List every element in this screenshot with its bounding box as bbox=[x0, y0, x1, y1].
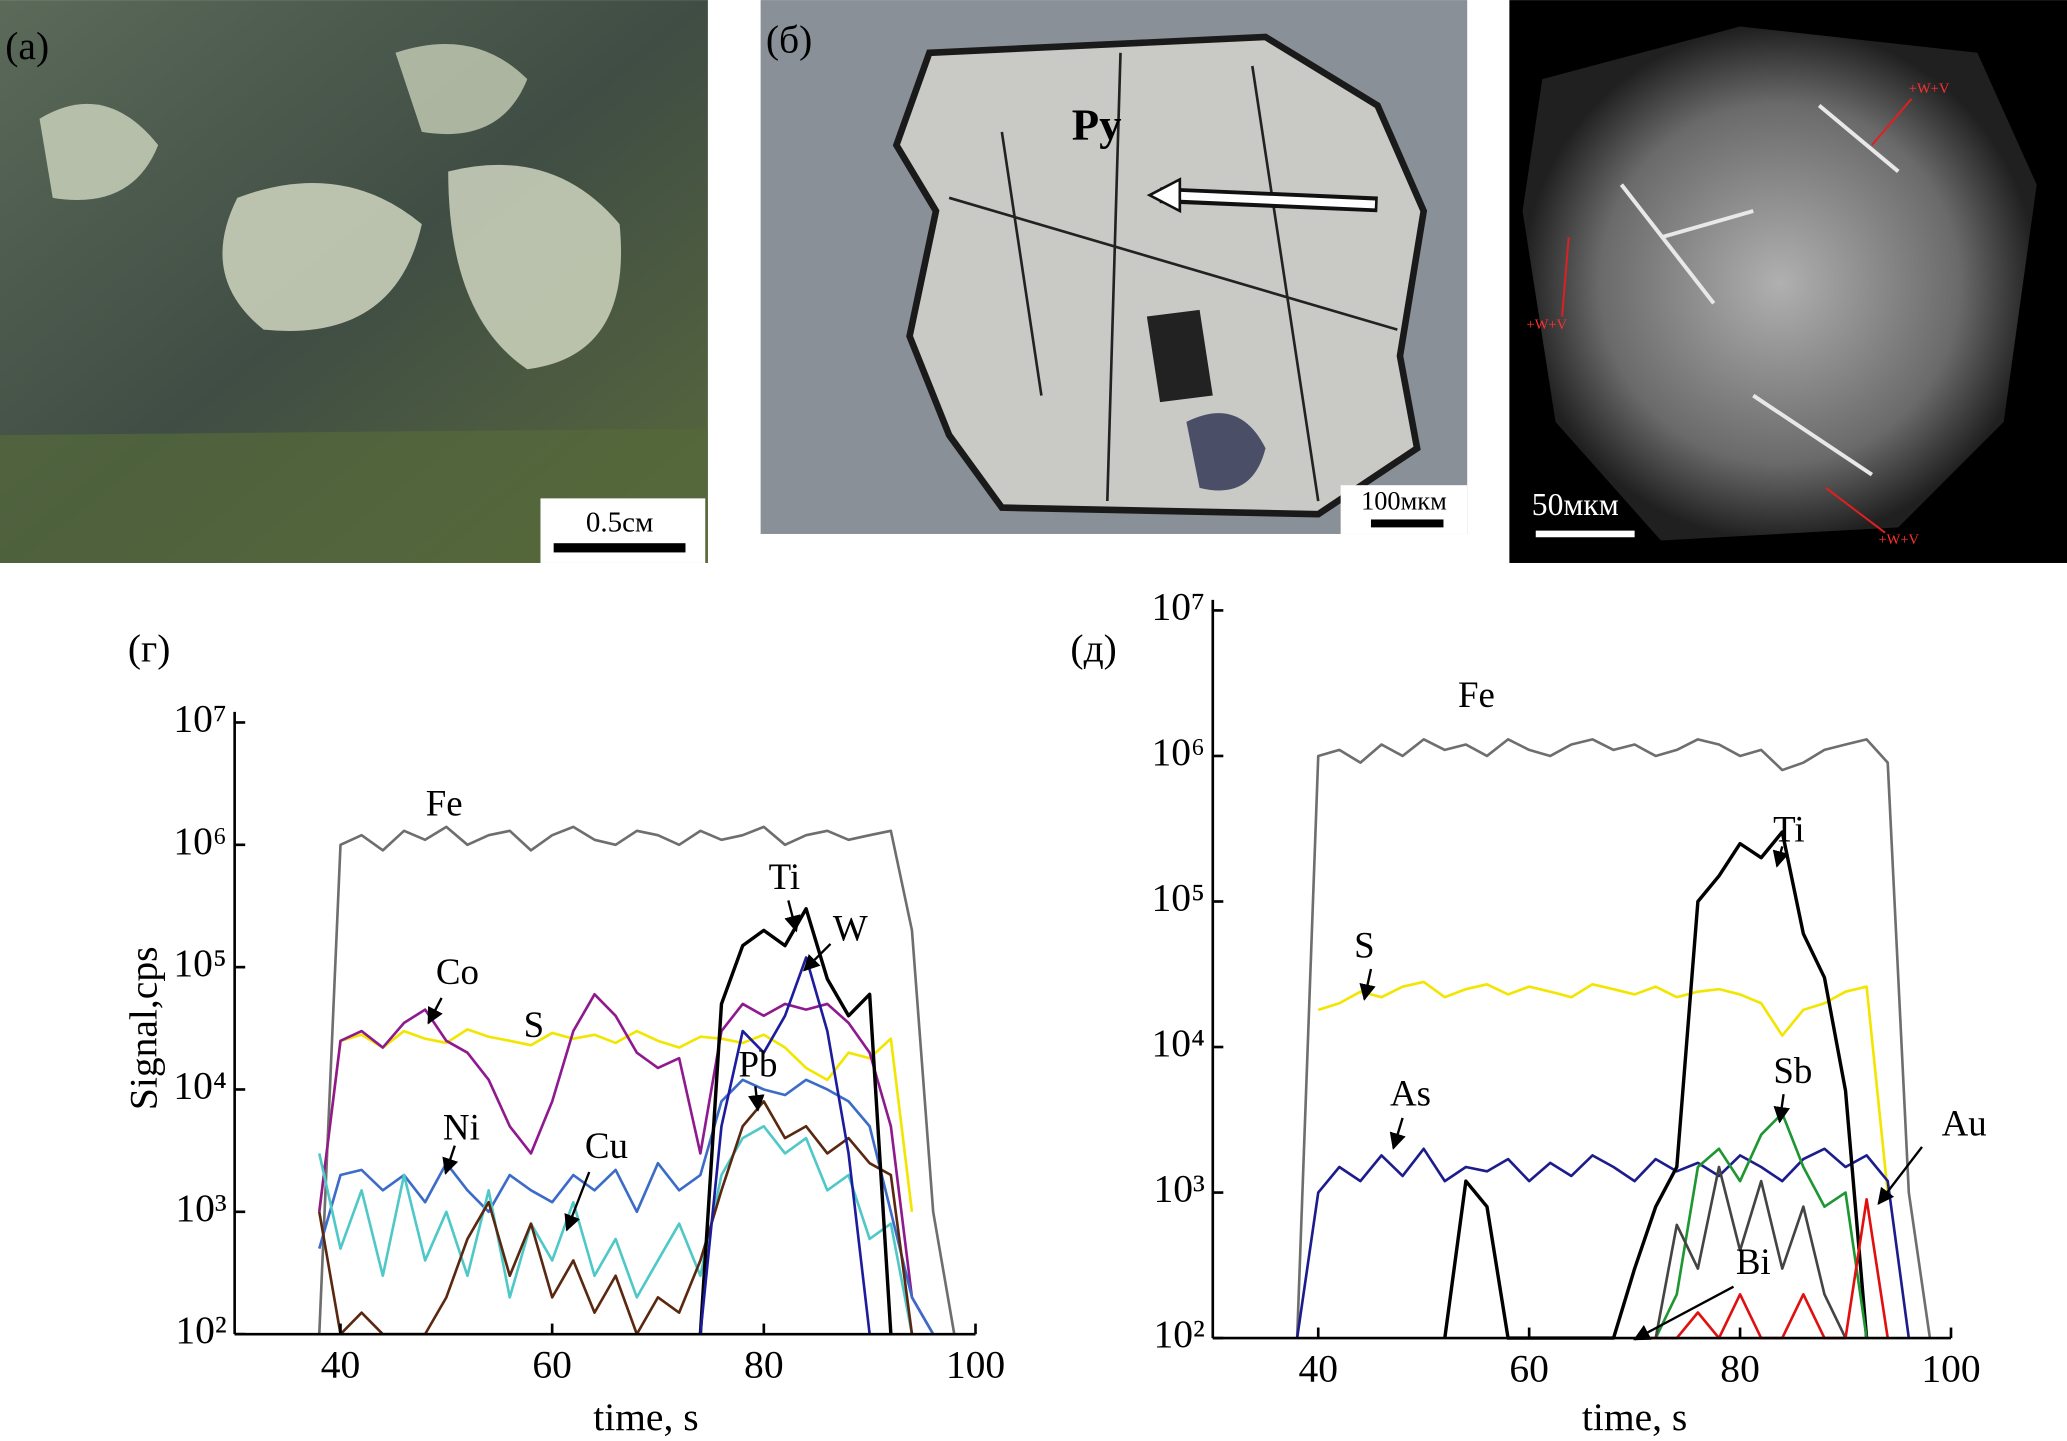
y-tick-label: 10³ bbox=[1153, 1167, 1205, 1211]
photo-b: (б) Ру 100мкм bbox=[760, 0, 1468, 534]
y-tick-label: 10⁶ bbox=[173, 819, 226, 863]
series-line bbox=[1295, 738, 1932, 1339]
annotation-arrow bbox=[1633, 1285, 1735, 1341]
annotation-arrow bbox=[802, 943, 832, 972]
annotation-arrow bbox=[564, 1171, 591, 1232]
annotation-arrow bbox=[442, 1145, 459, 1175]
x-tick-label: 40 bbox=[321, 1342, 361, 1386]
series-annotation: Fe bbox=[1458, 674, 1495, 715]
series-annotation: Ti bbox=[769, 856, 801, 897]
y-tick-label: 10³ bbox=[175, 1186, 227, 1230]
panel-label: (г) bbox=[128, 627, 171, 671]
y-axis-label: Signal,cps bbox=[122, 947, 166, 1111]
series-line bbox=[1295, 1147, 1911, 1339]
series-line bbox=[1654, 1165, 1847, 1339]
phase-annotation: +W+V bbox=[1527, 317, 1568, 333]
x-tick-label: 100 bbox=[946, 1342, 1005, 1386]
series-annotation: Fe bbox=[426, 782, 463, 823]
series-annotation: W bbox=[833, 908, 868, 949]
x-tick-label: 60 bbox=[1509, 1346, 1549, 1390]
series-annotation: Pb bbox=[738, 1043, 777, 1084]
series-line bbox=[318, 1078, 935, 1335]
mineral-label: Ру bbox=[1072, 100, 1122, 150]
series-line bbox=[1317, 980, 1890, 1193]
panel-label: (д) bbox=[1070, 627, 1116, 671]
annotation-arrow bbox=[1773, 1094, 1790, 1124]
scale-bar-label: 0.5см bbox=[586, 506, 653, 538]
series-line bbox=[317, 825, 956, 1335]
series-annotation: S bbox=[1354, 925, 1375, 966]
series-annotation: Co bbox=[436, 951, 479, 992]
annotation-arrow bbox=[748, 1086, 765, 1112]
phase-annotation: +W+V bbox=[1909, 81, 1950, 97]
series-annotation: Sb bbox=[1773, 1050, 1812, 1091]
series-annotation: Ni bbox=[443, 1107, 480, 1148]
x-tick-label: 100 bbox=[1921, 1346, 1980, 1390]
phase-annotation: +W+V bbox=[1878, 532, 1919, 548]
series-annotation: Cu bbox=[585, 1125, 628, 1166]
annotation-arrow bbox=[1877, 1146, 1923, 1205]
annotation-arrow bbox=[427, 997, 443, 1025]
x-tick-label: 60 bbox=[532, 1342, 572, 1386]
y-tick-label: 10⁴ bbox=[1152, 1021, 1205, 1065]
x-tick-label: 80 bbox=[1720, 1346, 1760, 1390]
y-tick-label: 10⁵ bbox=[1152, 876, 1205, 920]
series-line bbox=[317, 1124, 914, 1335]
y-tick-label: 10⁵ bbox=[173, 941, 226, 985]
series-annotation: Au bbox=[1942, 1103, 1987, 1144]
series-annotation: Ti bbox=[1773, 809, 1805, 850]
y-tick-label: 10⁶ bbox=[1152, 730, 1205, 774]
photo-a: (а) 0.5см bbox=[0, 0, 708, 563]
annotation-arrow bbox=[784, 900, 801, 933]
x-axis-label: time, s bbox=[593, 1395, 698, 1439]
y-tick-label: 10⁴ bbox=[173, 1064, 226, 1108]
panel-label: (а) bbox=[5, 24, 49, 68]
y-tick-label: 10⁷ bbox=[173, 697, 226, 741]
series-line bbox=[317, 1028, 914, 1212]
panel-label: (б) bbox=[766, 18, 812, 62]
annotation-arrow bbox=[1772, 846, 1789, 868]
series-line bbox=[699, 956, 871, 1335]
annotation-arrow bbox=[1389, 1117, 1406, 1150]
series-annotation: Bi bbox=[1736, 1241, 1771, 1282]
series-line bbox=[1654, 1112, 1868, 1339]
series-line bbox=[317, 992, 935, 1335]
x-tick-label: 40 bbox=[1298, 1346, 1338, 1390]
x-tick-label: 80 bbox=[744, 1342, 784, 1386]
y-tick-label: 10² bbox=[175, 1308, 226, 1352]
panel-label: (в) bbox=[1513, 18, 1558, 62]
annotation-arrow bbox=[1359, 968, 1376, 1001]
series-annotation: S bbox=[524, 1004, 545, 1045]
photo-c: (в) 50мкм +W+V +W+V +W+V bbox=[1509, 0, 2067, 563]
y-tick-label: 10⁷ bbox=[1152, 585, 1205, 629]
x-axis-label: time, s bbox=[1582, 1395, 1687, 1439]
scale-bar-label: 100мкм bbox=[1361, 487, 1447, 516]
scale-bar-label: 50мкм bbox=[1532, 487, 1619, 522]
y-tick-label: 10² bbox=[1153, 1312, 1204, 1356]
series-annotation: As bbox=[1390, 1072, 1431, 1113]
charts: (г) time, s Signal,cps 10² 10³ 10⁴ 10⁵ 10⁶ 10⁷ 40… bbox=[122, 585, 1987, 1440]
